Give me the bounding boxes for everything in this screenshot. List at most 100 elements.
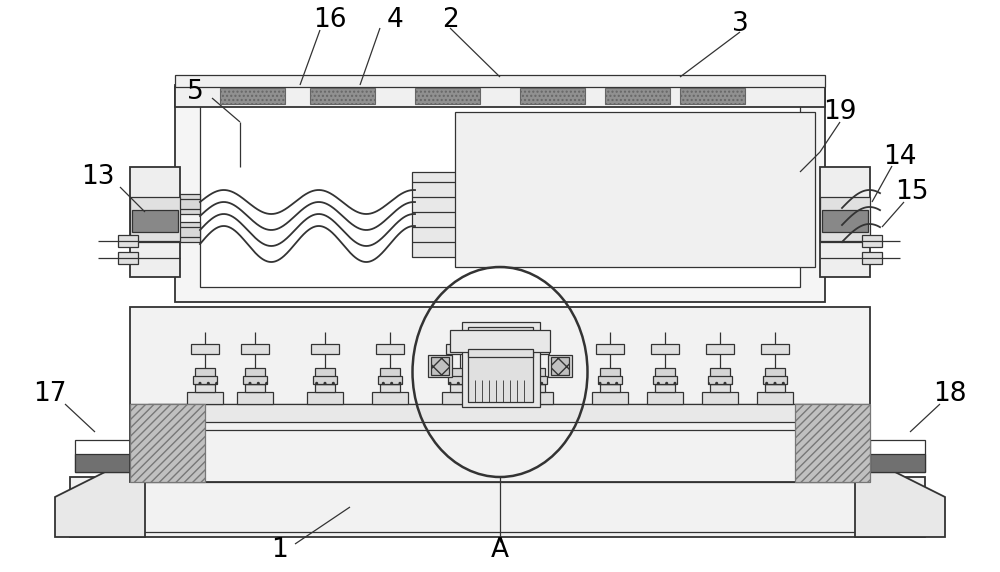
Bar <box>757 392 793 404</box>
Bar <box>178 222 200 242</box>
Bar <box>175 75 825 87</box>
Bar <box>702 392 738 404</box>
Bar <box>655 368 675 384</box>
Bar <box>651 344 679 354</box>
Bar <box>193 376 217 384</box>
Text: 1: 1 <box>272 537 288 563</box>
Bar <box>376 344 404 354</box>
Bar <box>313 376 337 384</box>
Bar <box>653 376 677 384</box>
Bar <box>795 404 870 482</box>
Bar <box>765 368 785 384</box>
Bar <box>862 252 882 264</box>
Bar <box>90 482 905 532</box>
Bar <box>710 368 730 384</box>
Bar <box>870 440 925 472</box>
Bar <box>450 330 550 352</box>
Bar <box>765 384 785 392</box>
Bar <box>517 392 553 404</box>
Bar <box>130 197 180 242</box>
Bar <box>551 357 569 375</box>
Bar <box>415 88 480 104</box>
Bar <box>130 167 180 277</box>
Text: 14: 14 <box>883 144 917 170</box>
Bar <box>130 404 205 482</box>
Bar <box>600 384 620 392</box>
Bar <box>598 376 622 384</box>
Bar <box>220 88 285 104</box>
Bar <box>245 368 265 384</box>
Bar <box>592 392 628 404</box>
Bar <box>431 357 449 375</box>
Bar <box>175 85 825 107</box>
Bar <box>178 194 200 214</box>
Bar <box>372 392 408 404</box>
Bar <box>412 172 457 257</box>
Bar <box>442 392 478 404</box>
Bar <box>446 344 474 354</box>
Bar <box>380 368 400 384</box>
Bar <box>200 102 800 287</box>
Bar <box>448 376 472 384</box>
Bar <box>132 210 178 232</box>
Text: 18: 18 <box>933 381 967 407</box>
Text: 2: 2 <box>442 7 458 33</box>
Bar <box>596 344 624 354</box>
Bar <box>761 344 789 354</box>
Text: A: A <box>491 537 509 563</box>
Bar <box>118 235 138 247</box>
Bar <box>647 392 683 404</box>
Bar <box>148 404 852 422</box>
Bar <box>820 197 870 242</box>
Bar <box>310 88 375 104</box>
Bar <box>763 376 787 384</box>
Bar <box>195 368 215 384</box>
Bar <box>521 344 549 354</box>
Bar <box>462 322 540 407</box>
Bar <box>706 344 734 354</box>
Polygon shape <box>55 442 145 537</box>
Bar <box>655 384 675 392</box>
Bar <box>307 392 343 404</box>
Bar <box>450 368 470 384</box>
Bar <box>820 167 870 277</box>
Bar <box>548 355 572 377</box>
Bar <box>468 327 533 402</box>
Bar <box>75 440 130 472</box>
Bar <box>118 252 138 264</box>
Bar <box>245 384 265 392</box>
Text: 5: 5 <box>187 79 203 105</box>
Bar <box>130 307 870 482</box>
Text: 16: 16 <box>313 7 347 33</box>
Bar <box>468 349 533 357</box>
Bar <box>820 192 842 247</box>
Bar <box>605 88 670 104</box>
Bar <box>70 477 925 537</box>
Bar <box>710 384 730 392</box>
Bar <box>315 368 335 384</box>
Bar <box>187 392 223 404</box>
Bar <box>523 376 547 384</box>
Text: 4: 4 <box>387 7 403 33</box>
Bar <box>822 210 868 232</box>
Bar <box>680 88 745 104</box>
Polygon shape <box>855 442 945 537</box>
Text: 3: 3 <box>732 11 748 37</box>
Bar <box>870 454 925 472</box>
Bar <box>600 368 620 384</box>
Bar <box>191 344 219 354</box>
Bar <box>175 87 825 302</box>
Text: 19: 19 <box>823 99 857 125</box>
Bar <box>75 454 130 472</box>
Bar <box>525 384 545 392</box>
Bar <box>195 384 215 392</box>
Bar <box>428 355 452 377</box>
Bar <box>241 344 269 354</box>
Bar <box>311 344 339 354</box>
Bar <box>450 384 470 392</box>
Bar <box>315 384 335 392</box>
Bar <box>243 376 267 384</box>
Bar <box>862 235 882 247</box>
Text: 15: 15 <box>895 179 929 205</box>
Bar <box>708 376 732 384</box>
